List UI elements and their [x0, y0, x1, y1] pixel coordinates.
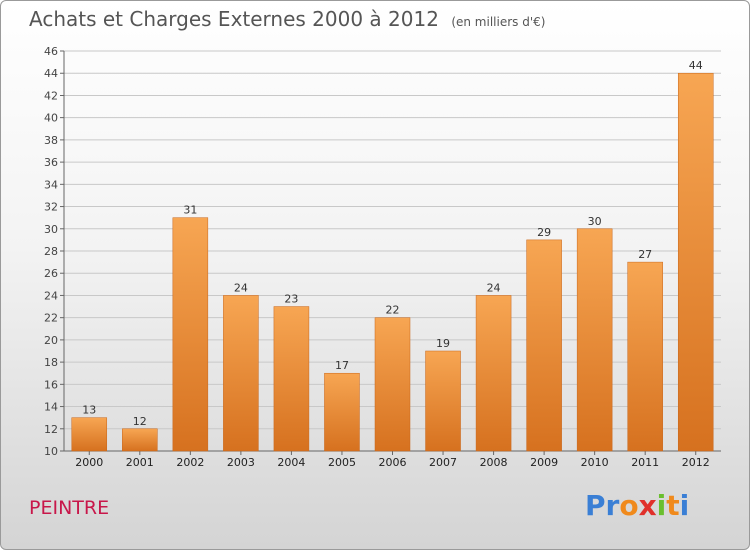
y-tick-label: 36 [44, 156, 58, 169]
x-tick-label-2012: 2012 [682, 456, 710, 469]
bar-2010 [576, 228, 613, 452]
data-label-2003: 24 [234, 281, 248, 294]
proxiti-logo: Proxiti [585, 489, 689, 522]
bar-2004 [273, 306, 310, 452]
bar-2006 [374, 317, 411, 452]
y-tick-label: 30 [44, 223, 58, 236]
y-tick-label: 34 [44, 178, 58, 191]
x-tick-label-2009: 2009 [530, 456, 558, 469]
x-tick-label-2003: 2003 [227, 456, 255, 469]
bar-2000 [71, 417, 108, 452]
y-tick-label: 40 [44, 112, 58, 125]
bar-2001 [122, 428, 158, 452]
x-tick-label-2011: 2011 [631, 456, 659, 469]
y-tick-label: 28 [44, 245, 58, 258]
data-label-2011: 27 [638, 248, 652, 261]
y-tick-label: 46 [44, 45, 58, 58]
data-label-2001: 12 [133, 415, 147, 428]
x-tick-label-2008: 2008 [480, 456, 508, 469]
logo-letter: t [666, 489, 680, 522]
bar-2003 [223, 295, 259, 452]
bar-2008 [475, 295, 512, 452]
bar-2007 [425, 350, 461, 452]
data-label-2002: 31 [183, 204, 197, 217]
data-label-2009: 29 [537, 226, 551, 239]
chart-unit-text: (en milliers d'€) [451, 15, 546, 29]
data-label-2008: 24 [487, 281, 501, 294]
y-tick-label: 10 [44, 445, 58, 458]
x-tick-label-2000: 2000 [75, 456, 103, 469]
y-tick-label: 20 [44, 334, 58, 347]
y-tick-label: 32 [44, 201, 58, 214]
y-tick-label: 16 [44, 378, 58, 391]
logo-letter: o [619, 489, 639, 522]
y-tick-label: 26 [44, 267, 58, 280]
x-tick-label-2005: 2005 [328, 456, 356, 469]
y-tick-label: 12 [44, 423, 58, 436]
chart-title-text: Achats et Charges Externes 2000 à 2012 [29, 7, 439, 31]
logo-letter: x [638, 489, 657, 522]
logo-letter: i [656, 489, 667, 522]
bar-2011 [627, 261, 663, 452]
city-name: PEINTRE [29, 497, 110, 519]
y-tick-label: 18 [44, 356, 58, 369]
y-tick-label: 22 [44, 312, 58, 325]
bar-2012 [677, 72, 714, 452]
y-tick-label: 38 [44, 134, 58, 147]
y-tick-label: 44 [44, 67, 58, 80]
data-label-2006: 22 [386, 304, 400, 317]
y-tick-label: 14 [44, 401, 58, 414]
bars [71, 72, 714, 452]
x-tick-label-2002: 2002 [176, 456, 204, 469]
data-label-2004: 23 [284, 293, 298, 306]
chart-title: Achats et Charges Externes 2000 à 2012 (… [29, 7, 545, 31]
data-label-2007: 19 [436, 337, 450, 350]
x-tick-label-2006: 2006 [379, 456, 407, 469]
bar-2005 [324, 372, 360, 452]
bar-2002 [172, 217, 209, 452]
labels: 10 12 14 16 18 20 22 24 26 28 30 32 34 36 38 40 42 44 46 13… [44, 45, 710, 469]
y-tick-label: 24 [44, 289, 58, 302]
data-label-2012: 44 [689, 59, 703, 72]
x-tick-label-2001: 2001 [126, 456, 154, 469]
data-label-2000: 13 [82, 404, 96, 417]
logo-letter: r [605, 489, 620, 522]
data-label-2010: 30 [588, 215, 602, 228]
y-tick-label: 42 [44, 89, 58, 102]
x-tick-label-2004: 2004 [277, 456, 305, 469]
logo-letter: P [585, 489, 606, 522]
data-label-2005: 17 [335, 359, 349, 372]
bar-2009 [526, 239, 562, 452]
x-tick-label-2010: 2010 [581, 456, 609, 469]
logo-letter: i [679, 489, 690, 522]
x-tick-label-2007: 2007 [429, 456, 457, 469]
